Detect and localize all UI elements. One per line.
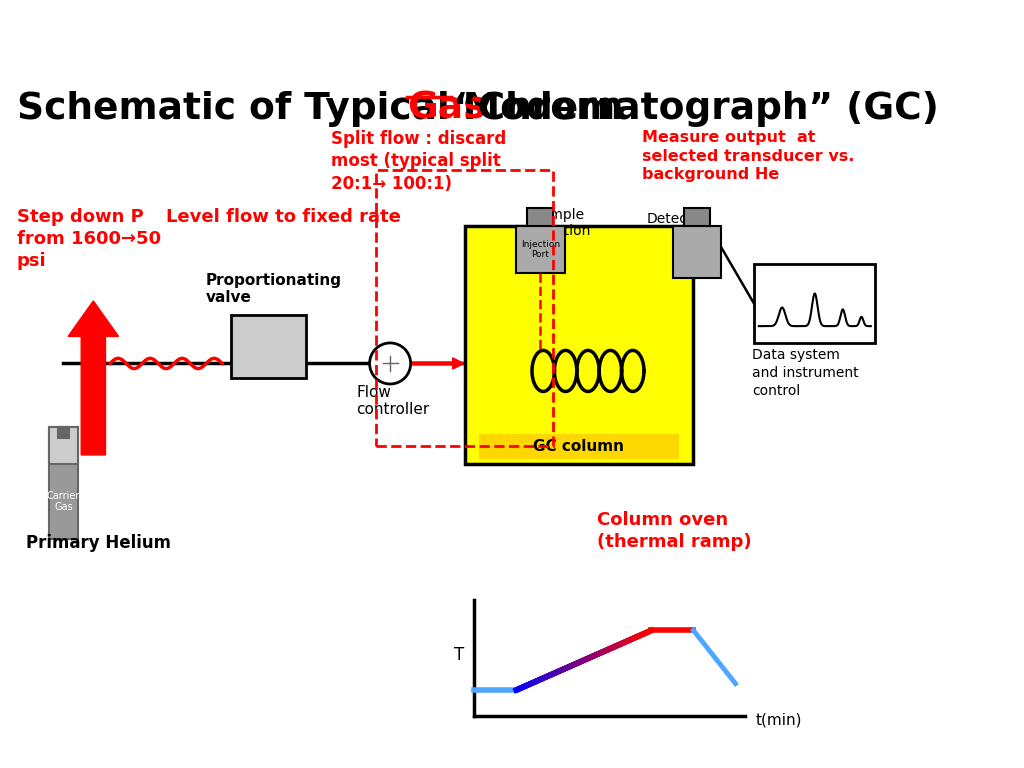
Text: Split flow : discard
most (typical split
20:1→ 100:1): Split flow : discard most (typical split… <box>332 130 507 193</box>
Text: “Chromatograph” (GC): “Chromatograph” (GC) <box>453 91 939 127</box>
Bar <box>48 427 79 539</box>
Text: Proportionating
valve: Proportionating valve <box>206 273 341 306</box>
Bar <box>376 170 553 445</box>
Text: t(min): t(min) <box>756 713 803 727</box>
Bar <box>48 427 79 465</box>
Bar <box>479 435 680 458</box>
Bar <box>58 427 69 438</box>
Bar <box>673 227 722 277</box>
Bar <box>465 227 693 465</box>
Text: T: T <box>454 646 464 664</box>
Text: Step down P
from 1600→50
psi: Step down P from 1600→50 psi <box>16 207 161 270</box>
Text: Carrier
Gas: Carrier Gas <box>47 491 80 512</box>
Text: Sample
injection: Sample injection <box>532 207 592 238</box>
Text: Injection
Port: Injection Port <box>521 240 560 260</box>
Text: Flow
controller: Flow controller <box>356 385 430 417</box>
Text: Level flow to fixed rate: Level flow to fixed rate <box>166 207 401 226</box>
FancyArrow shape <box>69 301 119 455</box>
Circle shape <box>370 343 411 384</box>
FancyArrow shape <box>413 358 464 369</box>
Text: Gas: Gas <box>407 91 485 127</box>
Bar <box>516 227 564 273</box>
Text: Detector: Detector <box>647 212 708 227</box>
Text: Column oven
(thermal ramp): Column oven (thermal ramp) <box>597 511 752 551</box>
Text: Measure output  at
selected transducer vs.
background He: Measure output at selected transducer vs… <box>642 130 854 182</box>
Bar <box>684 207 711 227</box>
Text: Schematic of Typical Modern: Schematic of Typical Modern <box>16 91 636 127</box>
Text: GC column: GC column <box>534 439 625 454</box>
Bar <box>231 315 306 379</box>
Text: Primary Helium: Primary Helium <box>27 535 171 552</box>
Bar <box>754 263 876 343</box>
Text: Data system
and instrument
control: Data system and instrument control <box>753 348 859 399</box>
Bar <box>527 207 553 227</box>
